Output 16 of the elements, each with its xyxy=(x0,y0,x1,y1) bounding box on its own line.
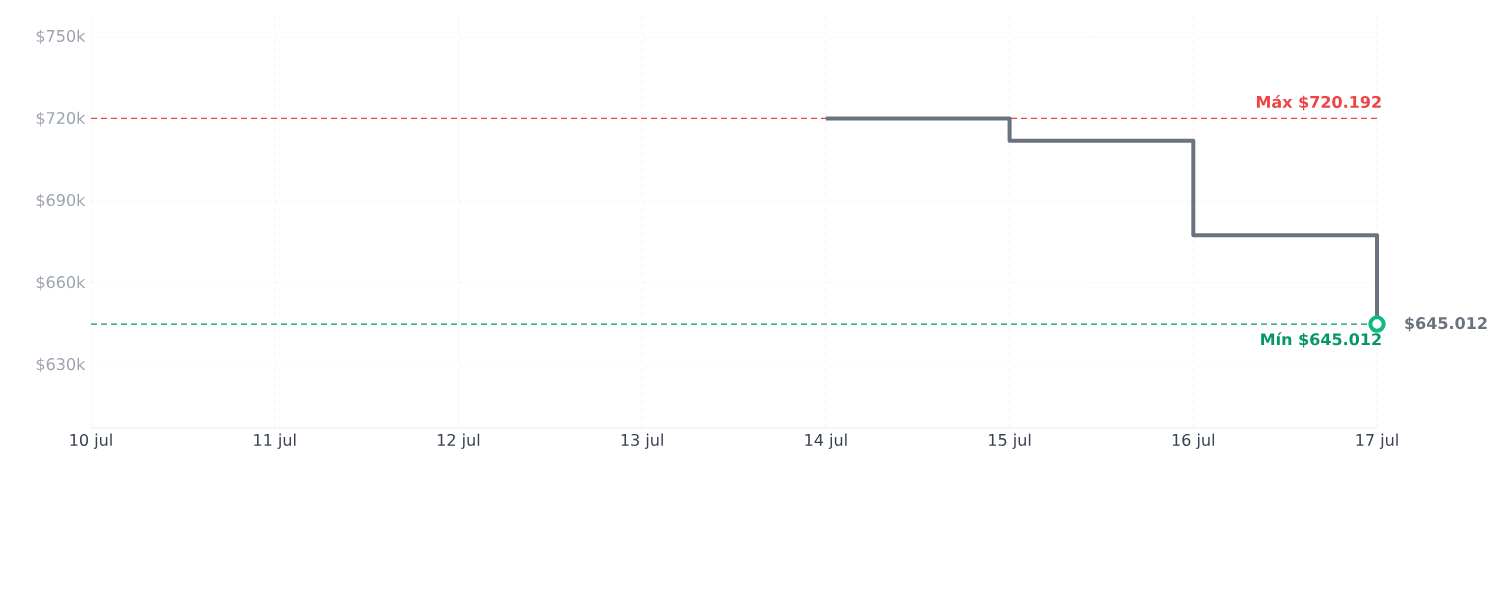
x-tick-label: 10 jul xyxy=(70,433,112,450)
x-tick-label: 15 jul xyxy=(989,433,1031,450)
y-tick-label: $720k xyxy=(36,111,86,127)
annotation: $645.012 xyxy=(1405,316,1487,332)
x-tick-label: 12 jul xyxy=(437,433,480,450)
x-tick-label: 17 jul xyxy=(1356,433,1398,450)
x-tick-label: 11 jul xyxy=(254,433,296,450)
ref-line-label: Mín $645.012 xyxy=(1261,332,1381,348)
y-tick-label: $690k xyxy=(36,193,86,209)
x-tick-label: 16 jul xyxy=(1172,433,1215,450)
y-tick-label: $750k xyxy=(36,29,86,45)
x-tick-label: 13 jul xyxy=(621,433,663,450)
x-tick-label: 14 jul xyxy=(805,433,847,450)
y-tick-label: $630k xyxy=(36,357,86,373)
y-tick-label: $660k xyxy=(36,275,86,291)
ref-line-label: Máx $720.192 xyxy=(1256,94,1381,111)
